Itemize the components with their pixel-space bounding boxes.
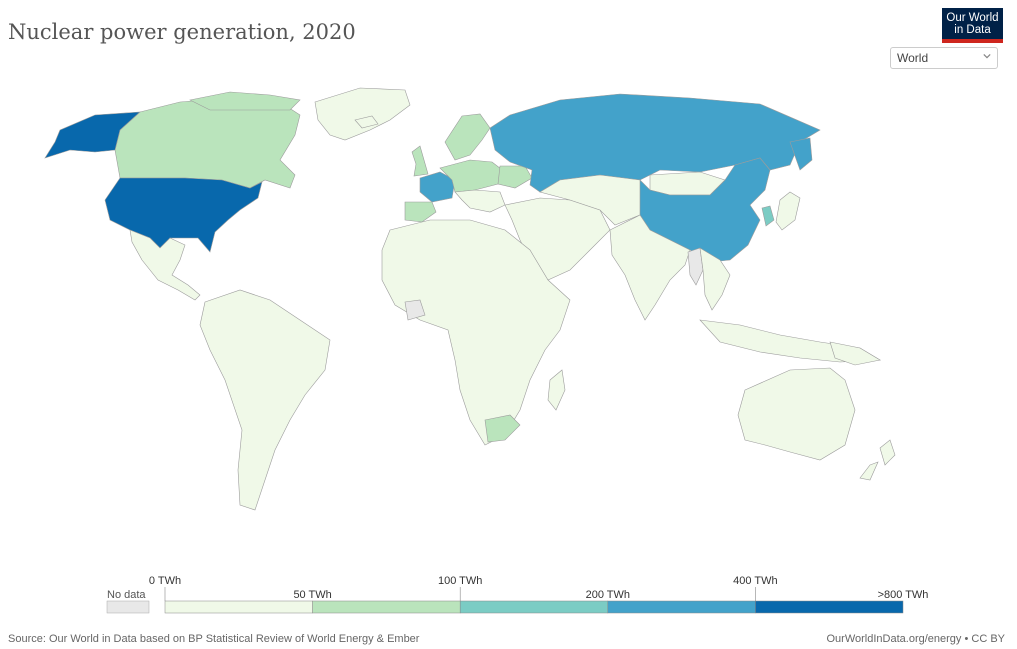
country-southeast-asia[interactable]: [699, 247, 731, 311]
no-data-box: [106, 600, 150, 614]
legend-bin-3[interactable]: [607, 600, 756, 614]
chevron-down-icon: [983, 53, 991, 59]
country-australia[interactable]: [737, 367, 856, 461]
legend-bin-4[interactable]: [755, 600, 904, 614]
country-canada[interactable]: [114, 97, 301, 189]
legend-bin-2[interactable]: [459, 600, 609, 614]
legend: No data 0 TWh 50 TWh 100 TWh 200 TWh 400 TWh…: [106, 575, 929, 614]
country-alaska[interactable]: [44, 111, 141, 159]
country-korea[interactable]: [761, 205, 775, 227]
legend-label-top-2: 100 TWh: [438, 575, 482, 587]
country-scandinavia[interactable]: [444, 113, 491, 161]
country-usa[interactable]: [104, 177, 263, 253]
country-west-africa-nodata[interactable]: [404, 299, 426, 321]
region-select-value: World: [897, 51, 929, 65]
owid-logo[interactable]: Our World in Data: [942, 8, 1003, 43]
logo-line-2: in Data: [954, 24, 991, 36]
legend-bin-0[interactable]: [164, 600, 313, 614]
country-ukraine[interactable]: [497, 165, 533, 189]
legend-label-bottom-0: 50 TWh: [293, 589, 331, 601]
legend-bin-1[interactable]: [312, 600, 461, 614]
country-russia-sakhalin[interactable]: [789, 137, 813, 171]
country-madagascar[interactable]: [547, 369, 566, 411]
chart-title: Nuclear power generation, 2020: [8, 20, 356, 45]
country-south-america[interactable]: [199, 289, 331, 511]
legend-label-top-4: 400 TWh: [733, 575, 777, 587]
logo-line-1: Our World: [946, 12, 999, 24]
world-map[interactable]: [0, 80, 1017, 520]
country-india[interactable]: [609, 214, 691, 321]
country-canada-islands[interactable]: [189, 91, 301, 111]
country-uk[interactable]: [411, 145, 429, 177]
legend-label-top-0: 0 TWh: [149, 575, 181, 587]
region-select[interactable]: World: [890, 47, 998, 69]
country-papua[interactable]: [829, 341, 881, 366]
country-spain[interactable]: [404, 201, 437, 223]
legend-label-bottom-2: 200 TWh: [586, 589, 630, 601]
country-south-africa[interactable]: [484, 414, 521, 443]
no-data-label: No data: [107, 589, 146, 601]
country-greenland[interactable]: [314, 87, 411, 141]
source-text: Source: Our World in Data based on BP St…: [8, 633, 420, 645]
country-mexico[interactable]: [129, 229, 201, 301]
source-url[interactable]: OurWorldInData.org/energy • CC BY: [826, 633, 1006, 645]
no-data-swatch: No data: [106, 589, 150, 614]
country-balkans[interactable]: [454, 189, 506, 213]
country-iceland[interactable]: [354, 115, 379, 129]
country-myanmar[interactable]: [687, 247, 704, 286]
country-japan[interactable]: [775, 191, 801, 231]
country-france[interactable]: [419, 171, 456, 203]
legend-label-bottom-4: >800 TWh: [878, 589, 929, 601]
country-new-zealand[interactable]: [859, 439, 896, 481]
